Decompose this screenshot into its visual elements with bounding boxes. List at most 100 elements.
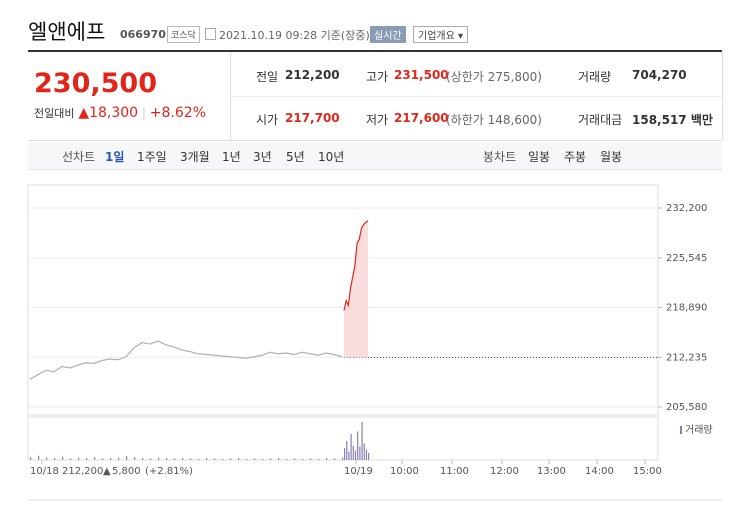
change: 18,300 (89, 105, 139, 121)
stat-value: 231,500 (394, 68, 449, 82)
y-tick-label: 205,580 (666, 402, 707, 413)
volume-bar (359, 446, 361, 460)
change-pct: +8.62% (149, 105, 207, 121)
volume-bar (30, 457, 32, 460)
volume-bar (352, 445, 354, 460)
tab[interactable]: 10년 (318, 150, 345, 164)
stock-code: 066970 (120, 28, 166, 41)
volume-bar (342, 457, 344, 460)
overview-text: 기업개요 (418, 31, 455, 42)
stat-value: 158,517 백만 (632, 113, 713, 127)
volume-bar (348, 451, 350, 460)
volume-frame (27, 416, 659, 461)
stat-value: 217,600 (394, 111, 449, 125)
volume-bar (246, 459, 248, 460)
overview-button[interactable]: 기업개요 ▾ (413, 26, 469, 43)
volume-bar (286, 459, 288, 460)
volume-bar (318, 459, 320, 460)
volume-bar (365, 449, 368, 460)
volume-bar (230, 458, 232, 460)
volume-bar (38, 455, 40, 460)
volume-bar (46, 457, 48, 460)
volume-bar (310, 458, 312, 460)
x-tick-label: 13:00 (537, 466, 566, 477)
divider (722, 52, 723, 140)
volume-bar (94, 457, 96, 460)
tab[interactable]: 5년 (286, 150, 305, 164)
volume-bar (54, 458, 56, 460)
volume-bar (102, 458, 104, 460)
realtime-button[interactable]: 실시간 (370, 26, 406, 43)
x-tick-label: 10/18 (30, 466, 59, 477)
stat-label: 거래대금 (578, 113, 623, 127)
x-tick-label: 11:00 (440, 466, 469, 477)
volume-bar (294, 458, 296, 460)
tab[interactable]: 주봉 (564, 150, 587, 164)
volume-bar (344, 448, 346, 460)
price-line (343, 220, 369, 311)
change-label: 전일대비 (34, 107, 75, 120)
volume-bar (62, 456, 64, 460)
stat-value: 704,270 (632, 68, 687, 82)
volume-bar (254, 458, 256, 460)
prev-price: 212,200 (62, 466, 103, 477)
x-tick-label: 15:00 (633, 466, 662, 477)
up-arrow: ▲ (78, 105, 90, 121)
tab-label: 선차트 (62, 150, 96, 164)
prev-pct: (+2.81%) (145, 466, 193, 477)
volume-bar (198, 459, 200, 460)
tab[interactable]: 3개월 (180, 150, 210, 164)
tab[interactable]: 1일 (105, 150, 125, 164)
volume-bar (326, 458, 328, 460)
y-tick-label: 225,545 (666, 253, 707, 264)
volume-bar (357, 431, 359, 460)
volume-bar (86, 458, 88, 460)
legend-swatch (680, 426, 682, 434)
volume-bar (142, 458, 144, 460)
volume-bar (278, 458, 280, 460)
volume-bar (346, 441, 348, 460)
legend-label: 거래량 (685, 424, 713, 436)
volume-bar (368, 452, 370, 460)
prev-change: 5,800 (112, 466, 141, 477)
tab-bar (28, 142, 722, 170)
volume-bar (78, 457, 80, 460)
volume-bar (238, 458, 240, 460)
price-line (29, 340, 343, 380)
stock-name: 엘앤에프 (28, 20, 106, 44)
tab[interactable]: 1주일 (137, 150, 167, 164)
x-tick-label: 10:00 (390, 466, 419, 477)
volume-bar (158, 457, 160, 460)
current-price: 230,500 (34, 68, 157, 99)
calendar-icon (205, 28, 216, 40)
chart-frame (27, 184, 659, 416)
tab[interactable]: 1년 (222, 150, 241, 164)
stat-label: 저가 (366, 113, 389, 127)
volume-bar (182, 458, 184, 460)
volume-bar (350, 433, 352, 460)
volume-bar (70, 458, 72, 460)
stat-label: 고가 (366, 70, 389, 84)
volume-bar (174, 458, 176, 460)
stat-label: 시가 (256, 113, 279, 127)
stat-value: 217,700 (285, 111, 340, 125)
header-rule (28, 50, 722, 52)
stat-note: (상한가 275,800) (446, 70, 542, 84)
volume-bar (166, 458, 168, 460)
volume-bar (126, 456, 128, 460)
rule (28, 140, 722, 141)
volume-bar (118, 457, 120, 460)
tab[interactable]: 월봉 (600, 150, 623, 164)
volume-bar (150, 458, 152, 460)
stat-label: 전일 (256, 70, 279, 84)
volume-bar (363, 443, 365, 460)
tab-label: 봉차트 (483, 150, 517, 164)
volume-bar (134, 457, 136, 460)
prev-arrow: ▲ (103, 466, 111, 477)
tab[interactable]: 일봉 (528, 150, 551, 164)
volume-bar (206, 458, 208, 460)
tab[interactable]: 3년 (253, 150, 272, 164)
x-tick-label: 14:00 (585, 466, 614, 477)
x-tick-label: 12:00 (490, 466, 519, 477)
